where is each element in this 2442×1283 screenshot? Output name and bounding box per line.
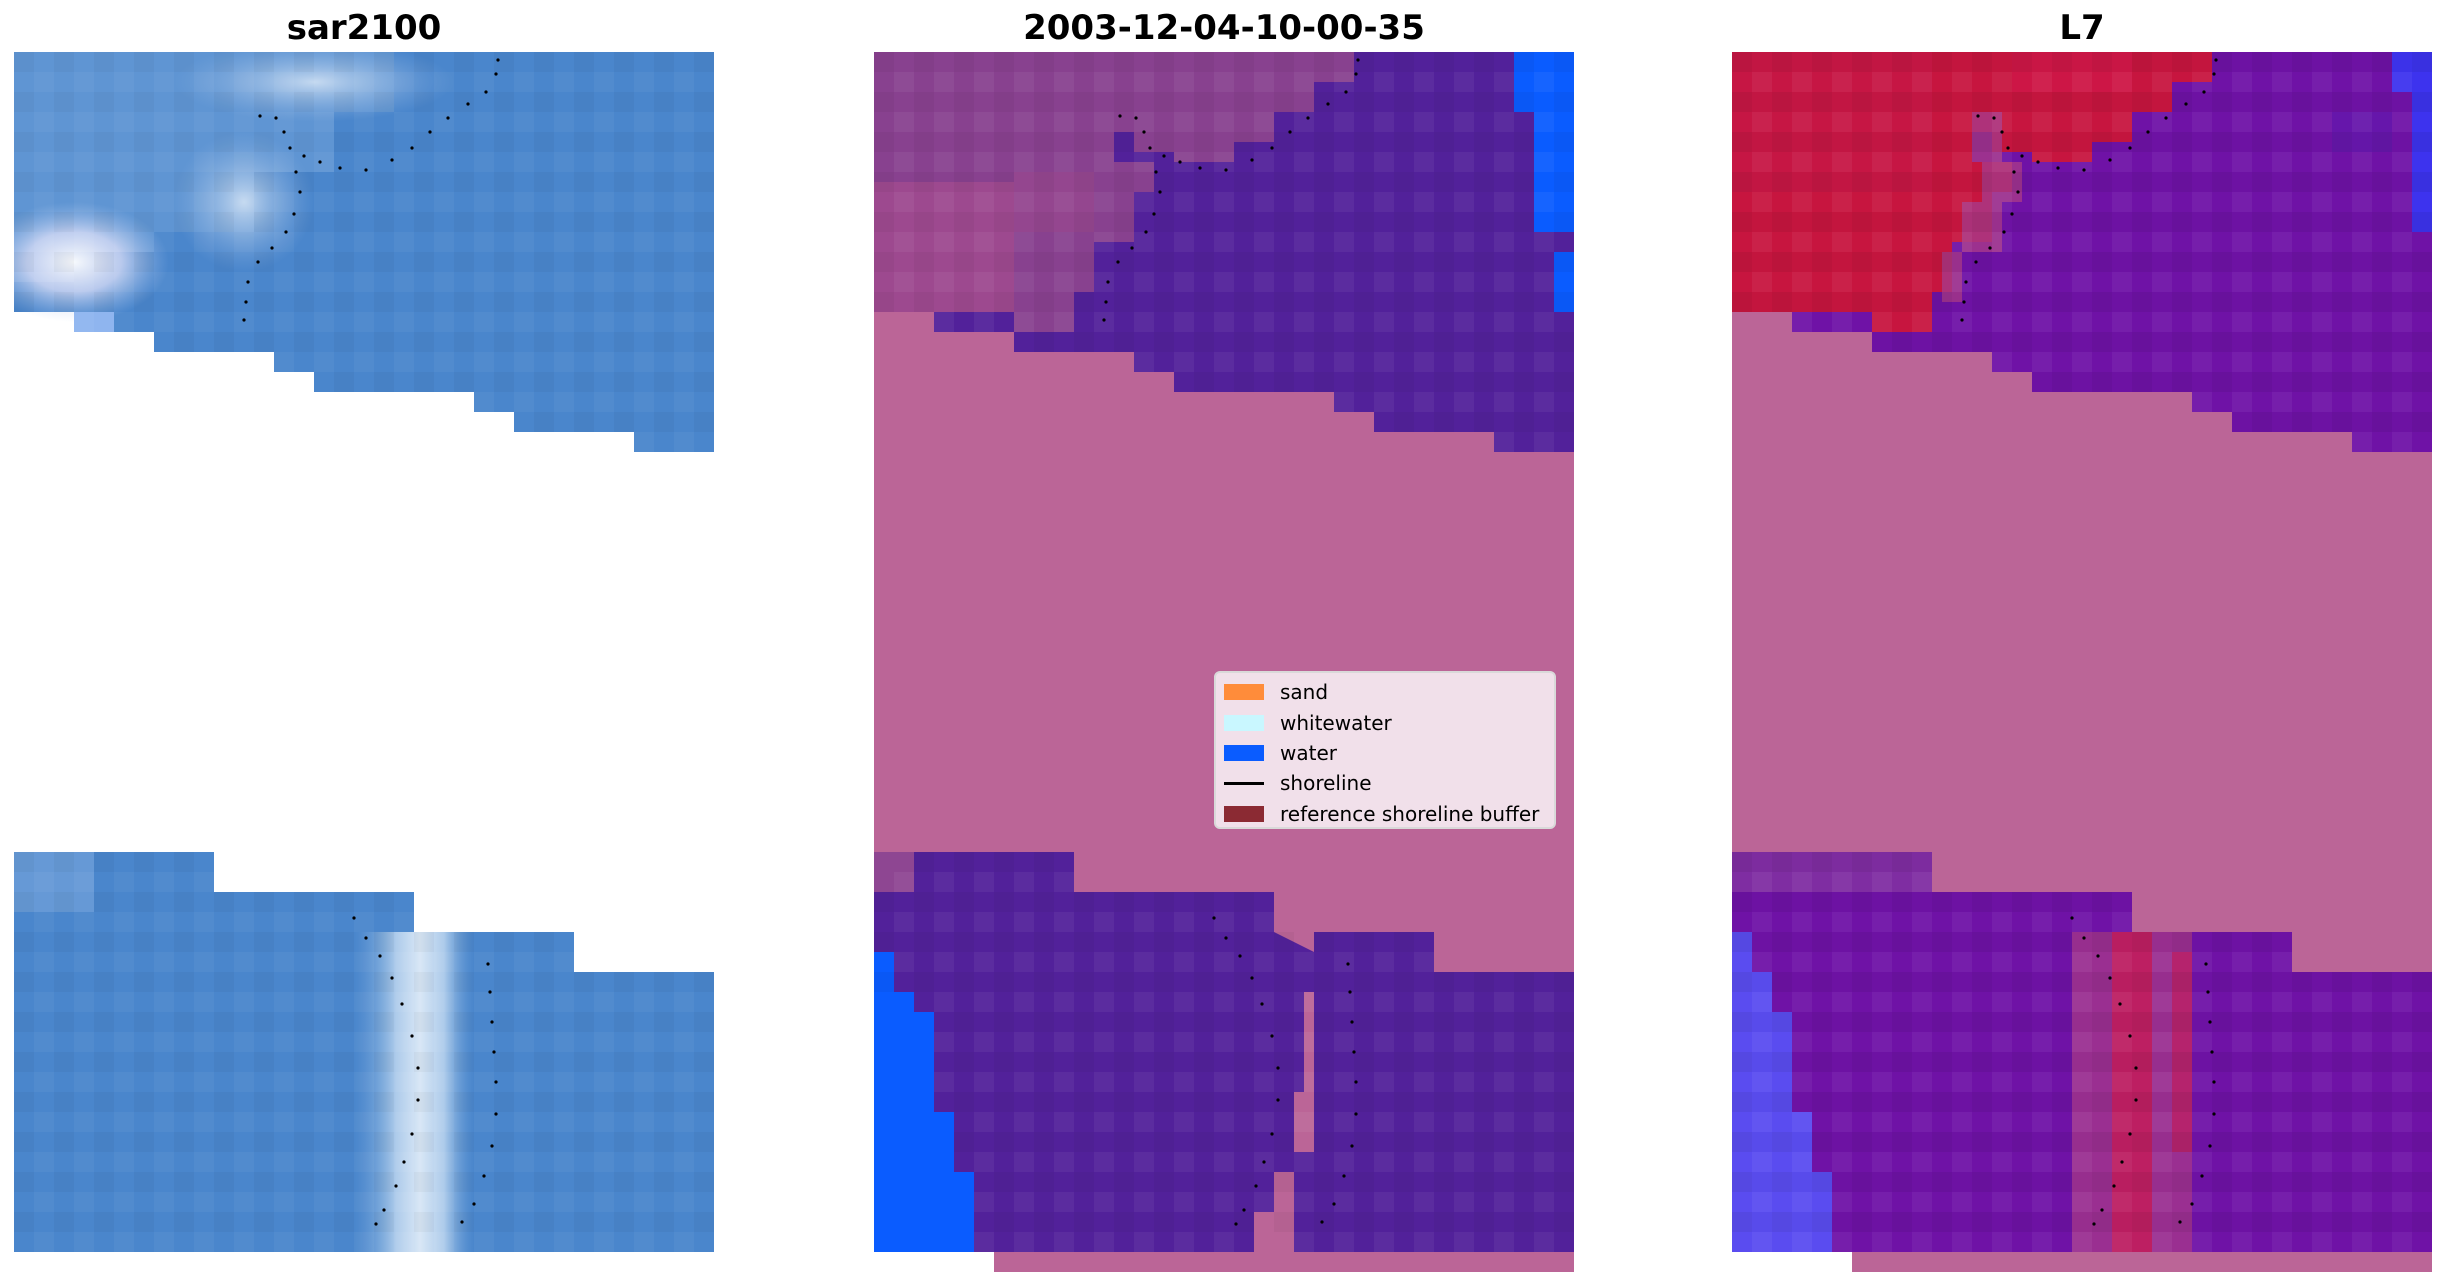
- class-top-region: [874, 52, 1574, 452]
- class-bottom-region: [874, 852, 1574, 1252]
- rgb-bottom-region: [14, 852, 714, 1252]
- shoreline-points: [242, 58, 500, 1226]
- panel-classification: [874, 52, 1574, 1272]
- panel-title-sar2100: sar2100: [286, 8, 442, 48]
- legend-swatch-sand: [1224, 684, 1264, 701]
- legend-item-sand: sand: [1216, 677, 1554, 707]
- legend-item-shoreline: shoreline: [1216, 768, 1554, 798]
- rgb-top-region: [14, 52, 714, 452]
- shoreline-points: [1960, 58, 2218, 1226]
- panel-title-date: 2003-12-04-10-00-35: [1023, 8, 1425, 48]
- legend-label-sand: sand: [1280, 680, 1329, 705]
- legend-line-shoreline: [1224, 781, 1264, 785]
- legend-label-reference-buffer: reference shoreline buffer: [1280, 801, 1540, 826]
- panel-title-l7: L7: [2059, 8, 2105, 48]
- legend-label-shoreline: shoreline: [1280, 771, 1372, 796]
- panel-l7: [1732, 52, 2432, 1272]
- legend-label-whitewater: whitewater: [1280, 710, 1392, 735]
- legend-item-reference-buffer: reference shoreline buffer: [1216, 799, 1554, 829]
- shoreline-points: [1102, 58, 1360, 1226]
- panel-rgb-image: [14, 52, 714, 1252]
- legend-item-whitewater: whitewater: [1216, 707, 1554, 737]
- legend: sand whitewater water shoreline referenc…: [1214, 671, 1556, 829]
- legend-swatch-reference-buffer: [1224, 805, 1264, 822]
- legend-item-water: water: [1216, 738, 1554, 768]
- legend-label-water: water: [1280, 740, 1337, 765]
- legend-swatch-whitewater: [1224, 714, 1264, 731]
- l7-bottom-region: [1732, 852, 2432, 1252]
- legend-swatch-water: [1224, 744, 1264, 761]
- l7-top-region: [1732, 52, 2432, 452]
